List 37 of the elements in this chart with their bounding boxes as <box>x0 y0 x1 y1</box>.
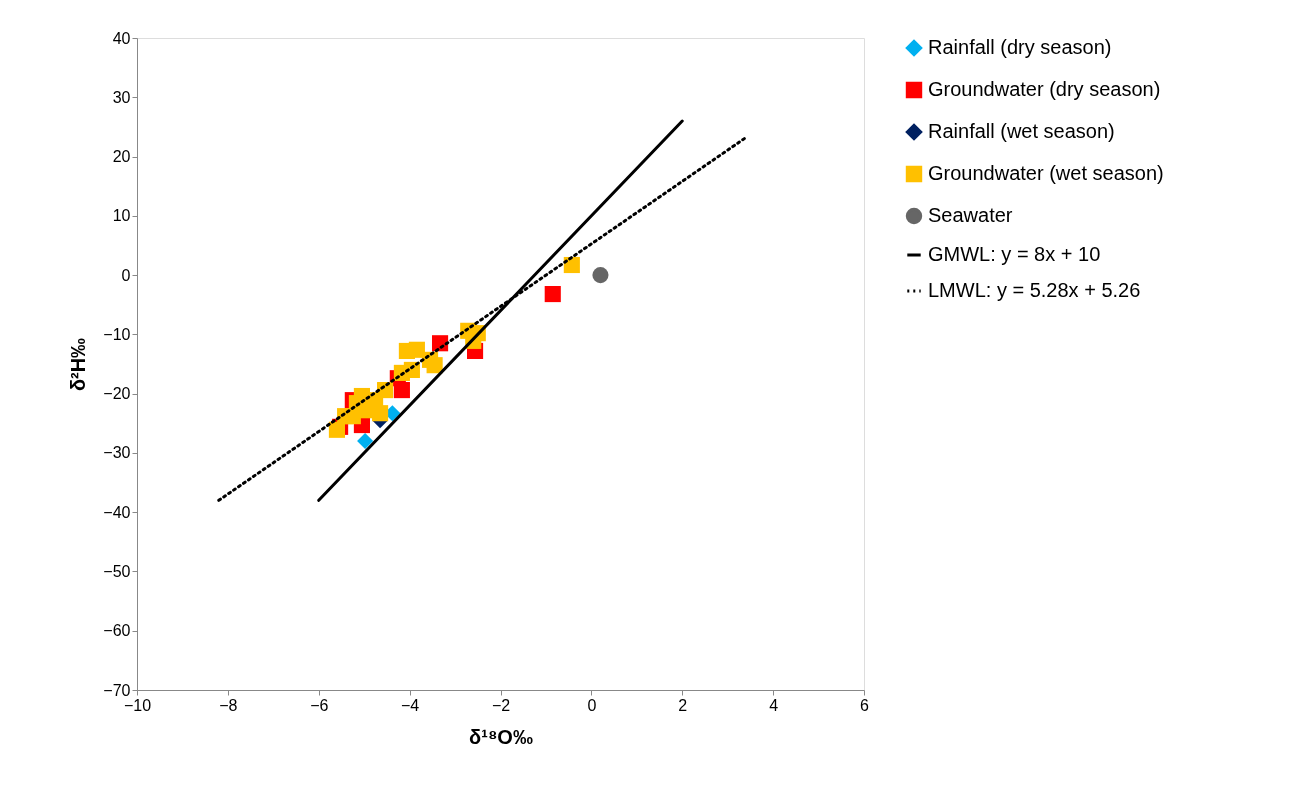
point <box>357 432 374 450</box>
x-tick-label: −2 <box>491 696 511 714</box>
x-tick-label: −8 <box>219 696 238 714</box>
y-tick-label: −40 <box>103 503 131 521</box>
y-tick-label: 0 <box>121 266 131 284</box>
y-tick-label: −60 <box>103 622 131 640</box>
legend-label: GMWL: y = 8x + 10 <box>928 243 1101 265</box>
x-tick-label: 0 <box>587 696 597 714</box>
point <box>344 408 361 425</box>
y-tick-label: −10 <box>103 325 131 343</box>
x-tick-label: 6 <box>860 696 870 714</box>
legend-label: LMWL: y = 5.28x + 5.26 <box>928 279 1141 301</box>
point <box>544 286 561 303</box>
point <box>398 342 415 360</box>
point <box>592 267 609 284</box>
x-tick-label: −10 <box>123 696 152 714</box>
legend-label: Groundwater (dry season) <box>928 78 1161 100</box>
point <box>372 405 389 422</box>
legend-label: Groundwater (wet season) <box>928 162 1164 184</box>
y-tick-label: 40 <box>112 29 131 47</box>
x-tick-label: −6 <box>310 696 329 714</box>
y-tick-label: −50 <box>103 562 131 580</box>
y-tick-label: −30 <box>103 444 131 462</box>
point <box>328 421 345 438</box>
y-tick-label: 10 <box>112 207 131 225</box>
y-tick-label: 30 <box>112 88 131 106</box>
legend-label: Rainfall (dry season) <box>928 36 1112 58</box>
y-tick-label: −70 <box>103 681 131 699</box>
legend-label: Rainfall (wet season) <box>928 120 1115 142</box>
legend-label: Seawater <box>928 204 1013 226</box>
x-tick-label: −4 <box>401 696 420 714</box>
x-tick-label: 4 <box>769 696 779 714</box>
y-tick-label: −20 <box>103 385 131 403</box>
y-tick-label: 20 <box>112 148 131 166</box>
x-axis-title: δ¹⁸O‰ <box>469 725 533 748</box>
y-axis-title: δ²H‰ <box>67 337 90 392</box>
x-tick-label: 2 <box>678 696 688 714</box>
